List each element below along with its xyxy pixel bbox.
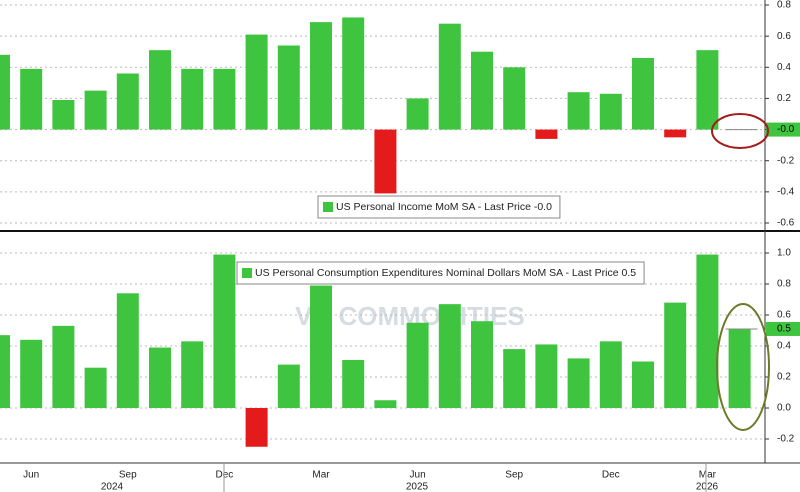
legend: US Personal Consumption Expenditures Nom…: [236, 261, 645, 285]
bar: [52, 99, 75, 130]
legend-swatch: [323, 202, 333, 212]
legend-box: [317, 195, 561, 219]
x-tick-label: Sep: [505, 470, 523, 481]
bar: [696, 254, 719, 408]
bar: [471, 321, 493, 408]
x-tick-label: Mar: [312, 470, 330, 481]
last-price-label: -0.0: [777, 124, 795, 135]
year-label: 2025: [406, 482, 429, 492]
bar: [277, 45, 300, 130]
bar: [342, 359, 365, 408]
bar: [535, 129, 558, 139]
bar: [116, 73, 139, 130]
legend: US Personal Income MoM SA - Last Price -…: [317, 195, 561, 219]
x-tick-label: Sep: [119, 470, 137, 481]
bar: [52, 325, 75, 408]
legend-box: [236, 261, 645, 285]
bar: [213, 68, 236, 130]
x-tick-label: Jun: [23, 470, 39, 481]
x-tick-label: Dec: [602, 470, 620, 481]
y-tick-label: -0.2: [777, 155, 795, 166]
bar: [277, 364, 300, 408]
bar: [116, 293, 139, 408]
bar: [84, 90, 107, 130]
y-tick-label: 0.6: [777, 310, 791, 321]
bar: [310, 22, 332, 130]
bar: [535, 344, 558, 408]
bar: [84, 367, 107, 408]
bar: [599, 93, 622, 130]
bar: [664, 302, 687, 408]
bar: [567, 92, 590, 130]
y-tick-label: -0.4: [777, 186, 795, 197]
last-price-label: 0.5: [777, 324, 791, 335]
bar: [245, 34, 268, 130]
bar: [213, 254, 236, 408]
last-price-box: [766, 321, 800, 336]
bar: [374, 129, 397, 194]
bar: [503, 349, 526, 408]
y-tick-label: 0.0: [777, 403, 791, 414]
y-tick-label: -0.6: [777, 218, 795, 229]
bar: [632, 361, 654, 408]
y-tick-label: 0.8: [777, 0, 791, 11]
y-tick-label: 0.2: [777, 93, 791, 104]
bar: [149, 50, 171, 130]
bar: [0, 335, 10, 408]
bar: [20, 339, 43, 408]
bar: [664, 129, 687, 138]
legend-swatch: [242, 268, 252, 278]
bar: [245, 408, 268, 447]
y-tick-label: 0.4: [777, 341, 791, 352]
bar: [599, 341, 622, 408]
bar: [696, 50, 719, 130]
bar: [181, 68, 204, 130]
last-price-box: [766, 122, 800, 137]
bar: [181, 341, 204, 408]
bar: [0, 54, 10, 130]
x-tick-label: Jun: [410, 470, 426, 481]
bar: [471, 51, 493, 130]
bar: [374, 400, 397, 408]
y-tick-label: 0.4: [777, 62, 791, 73]
bar: [149, 347, 171, 408]
y-tick-label: 0.2: [777, 372, 791, 383]
bar: [438, 304, 461, 408]
bar: [728, 328, 751, 408]
y-tick-label: 0.6: [777, 31, 791, 42]
bar: [20, 68, 43, 130]
bar: [438, 23, 461, 130]
year-label: 2026: [696, 482, 719, 492]
bar: [310, 285, 332, 408]
highlight-ellipse: [711, 113, 769, 149]
bar: [567, 358, 590, 408]
y-tick-label: 1.0: [777, 248, 791, 259]
bar: [406, 322, 429, 408]
y-tick-label: 0.8: [777, 279, 791, 290]
highlight-ellipse: [716, 303, 770, 431]
year-label: 2024: [101, 482, 124, 492]
bar: [503, 67, 526, 130]
legend-text: US Personal Income MoM SA - Last Price -…: [336, 201, 552, 213]
bar: [632, 57, 654, 130]
bar: [406, 98, 429, 130]
legend-text: US Personal Consumption Expenditures Nom…: [255, 267, 636, 279]
bar: [342, 17, 365, 130]
y-tick-label: -0.2: [777, 434, 795, 445]
x-tick-label: Mar: [699, 470, 717, 481]
